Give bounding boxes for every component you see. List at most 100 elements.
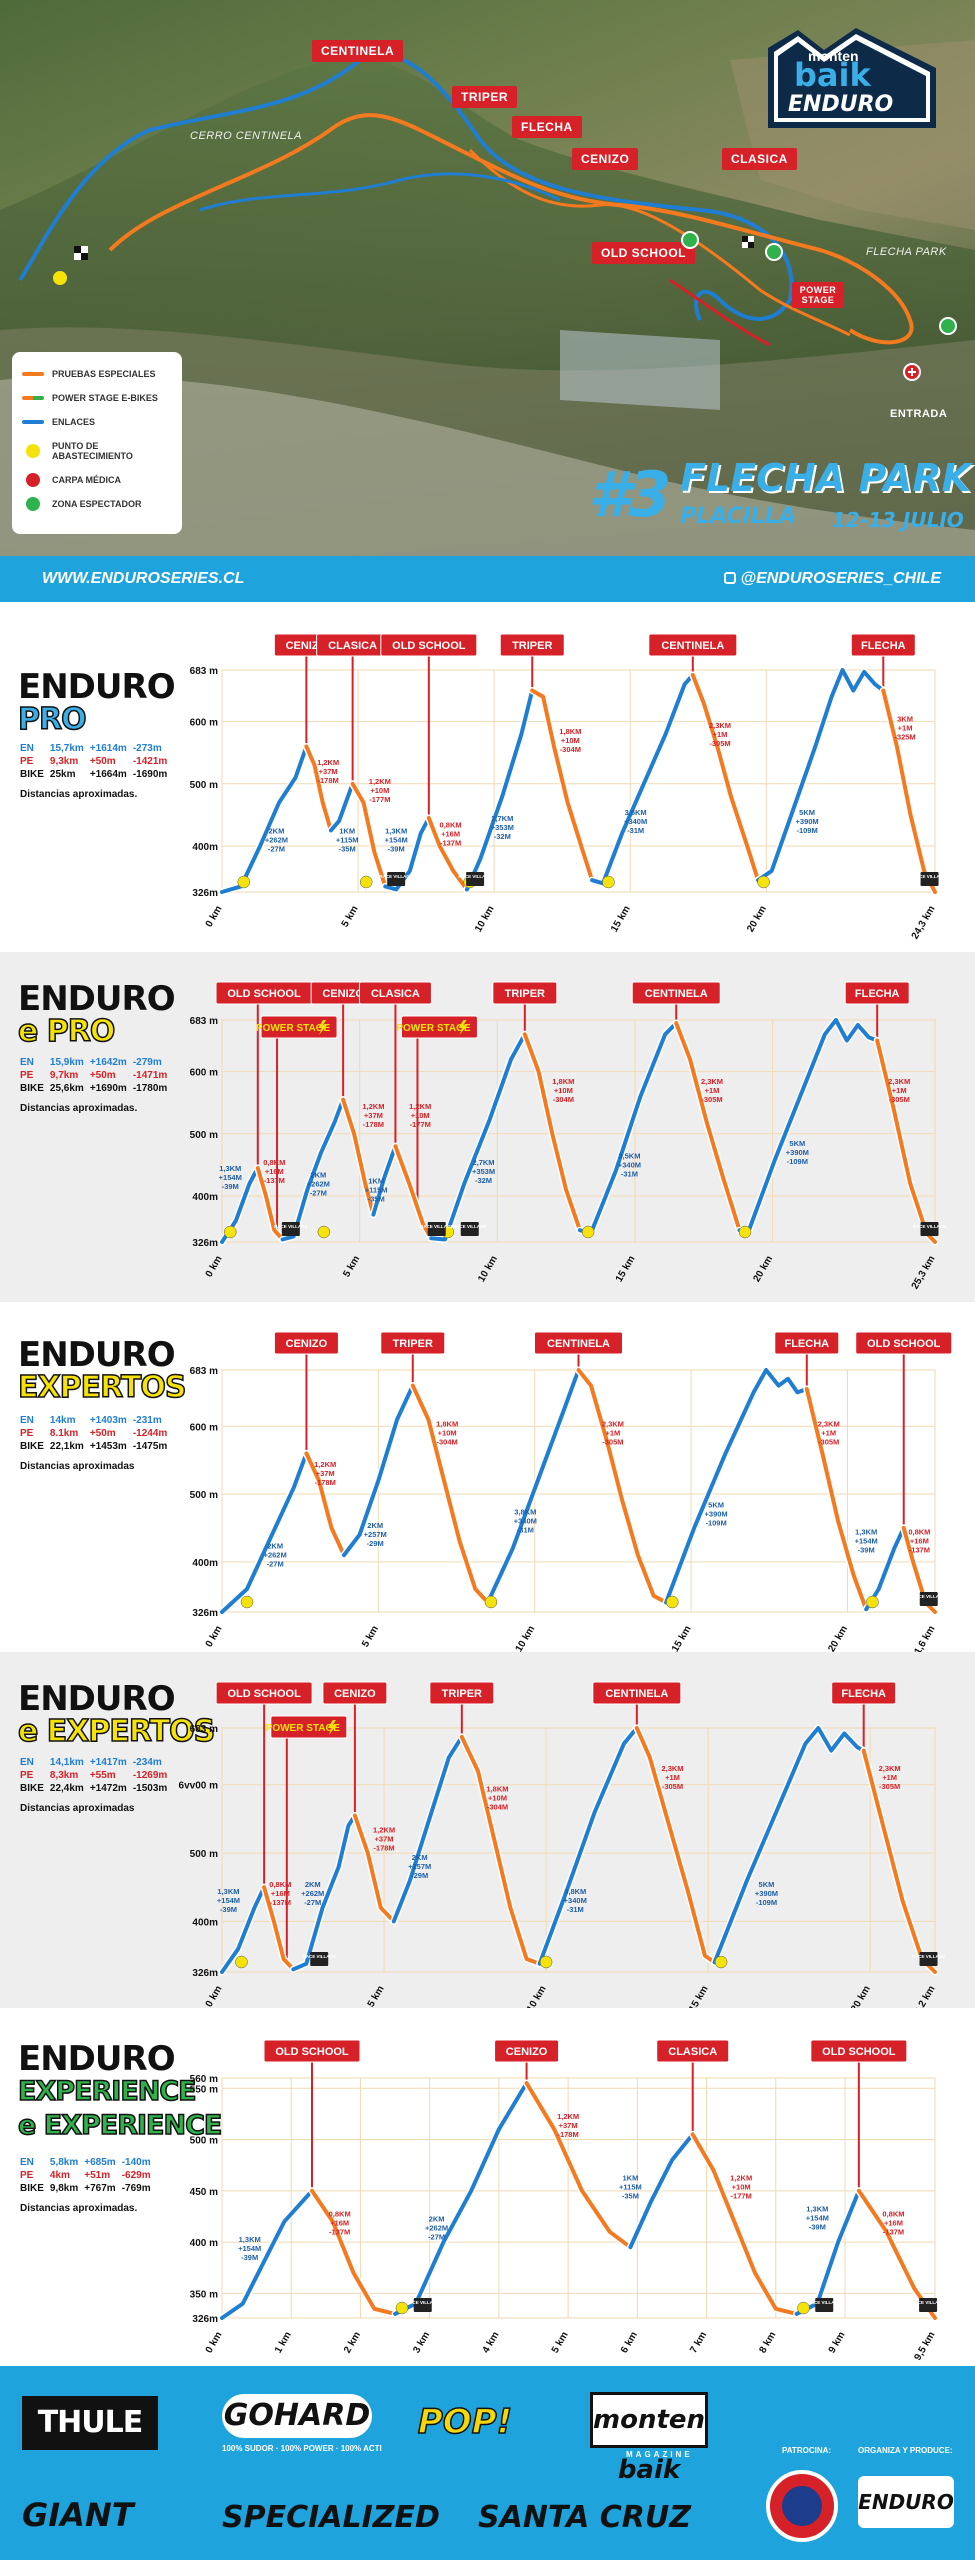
segment-stat-line: -178M: [373, 1844, 394, 1853]
segment-stat-line: +257M: [364, 1530, 387, 1539]
x-tick-label: 15 km: [609, 904, 633, 934]
segment-stat-line: +1M: [821, 1428, 836, 1437]
sponsor-thule[interactable]: THULE: [22, 2396, 158, 2450]
segment-stats-label: 5KM+390M-109M: [755, 1880, 778, 1907]
stage-label: OLD SCHOOL: [811, 2040, 907, 2062]
water-point-icon: [540, 1956, 552, 1968]
segment-stat-line: +1M: [713, 730, 728, 739]
sponsor-monten-baik[interactable]: monten baik: [590, 2392, 708, 2448]
segment-stat-line: +390M: [705, 1510, 728, 1519]
instagram-label: @ENDUROSERIES_CHILE: [740, 570, 941, 587]
segment-stats-label: 2,3KM+1M-305M: [701, 1077, 723, 1104]
segment-stat-line: -178M: [318, 776, 339, 785]
sponsor-giant[interactable]: GIANT: [22, 2496, 134, 2534]
segment-stat-line: +37M: [364, 1111, 383, 1120]
segment-stat-line: -177M: [731, 2192, 752, 2201]
race-village-label: RACE VILLAGE: [911, 2300, 945, 2305]
segment-stat-line: +16M: [271, 1889, 290, 1898]
segment-stats-label: 2,3KM+1M-305M: [879, 1764, 901, 1791]
organiza-label: ORGANIZA Y PRODUCE:: [858, 2446, 953, 2455]
segment-stat-line: -27M: [304, 1898, 321, 1907]
segment-stat-line: -109M: [756, 1898, 777, 1907]
segment-stat-line: 2,7KM: [491, 814, 513, 823]
instagram-handle[interactable]: @ENDUROSERIES_CHILE: [724, 570, 941, 588]
profile-outline: [462, 1737, 540, 1964]
y-tick-label: 400m: [192, 1192, 218, 1203]
segment-stat-line: 2,3KM: [661, 1764, 683, 1773]
segment-stats-label: 2KM+257M-29M: [364, 1521, 387, 1548]
segment-stats-label: 5KM+390M-109M: [786, 1139, 809, 1166]
segment-stat-line: 1,3KM: [239, 2235, 261, 2244]
water-point-icon: [666, 1596, 678, 1608]
special-stage-segment: [693, 675, 758, 880]
link-segment: [222, 1453, 306, 1612]
sponsor-specialized[interactable]: SPECIALIZED: [222, 2500, 440, 2535]
segment-stat-line: +340M: [514, 1516, 537, 1525]
segment-stat-line: +390M: [796, 817, 819, 826]
segment-stats-label: 2KM+262M-27M: [307, 1170, 330, 1197]
segment-stat-line: 0,8KM: [440, 820, 462, 829]
legend-label: PUNTO DE ABASTECIMIENTO: [52, 441, 142, 461]
organizer-logo[interactable]: ENDURO: [858, 2476, 954, 2528]
elevation-chart-e-pro: 683 m600 m500 m400m326m0 km 5 km 10 km 15 k…: [0, 952, 975, 1302]
stage-label: CLASICA: [359, 982, 431, 1004]
stage-label-text: CENIZO: [334, 1688, 376, 1700]
legend-label: ZONA ESPECTADOR: [52, 499, 142, 509]
powerstage-label: POWER STAGE: [396, 1016, 477, 1038]
powerstage-label-text: POWER STAGE: [256, 1023, 331, 1034]
segment-stat-line: +390M: [755, 1889, 778, 1898]
segment-stat-line: -304M: [487, 1803, 508, 1812]
elevation-chart-e-expertos: 683 m6vv00 m500 m400m326m0 km 5 km 10 km 15…: [0, 1652, 975, 2008]
stage-label-text: TRIPER: [505, 988, 545, 1000]
race-village-tag: RACE VILLAGE: [453, 1222, 487, 1236]
segment-stats-label: 2KM+262M-27M: [425, 2215, 448, 2242]
race-village-label: RACE VILLAGE: [453, 1224, 487, 1229]
race-village-label: RACE VILLAGE: [912, 1954, 946, 1959]
segment-stat-line: 5KM: [789, 1139, 805, 1148]
segment-stat-line: -325M: [894, 733, 915, 742]
x-tick-label: 7 km: [688, 2330, 709, 2355]
segment-stat-line: +154M: [806, 2213, 829, 2222]
stage-label: TRIPER: [493, 982, 557, 1004]
federation-logo: [766, 2470, 838, 2542]
sponsor-santa-cruz[interactable]: SANTA CRUZ: [478, 2500, 691, 2535]
logo-mid-text: baik: [794, 56, 871, 94]
x-tick-label: 6 km: [619, 2330, 640, 2355]
segment-stats-label: 2KM+262M-27M: [301, 1880, 324, 1907]
stage-label-text: CENTINELA: [645, 988, 708, 1000]
x-tick-label: 10 km: [473, 904, 497, 934]
legend-label: PRUEBAS ESPECIALES: [52, 369, 156, 379]
segment-stat-line: 1,2KM: [317, 758, 339, 767]
powerstage-label: POWER STAGE: [266, 1716, 347, 1738]
link-segment: [222, 747, 306, 893]
segment-stat-line: -27M: [268, 845, 285, 854]
website-link[interactable]: WWW.ENDUROSERIES.CL: [42, 570, 244, 588]
segment-stats-label: 2,3KM+1M-305M: [661, 1764, 683, 1791]
segment-stat-line: 2KM: [269, 827, 285, 836]
segment-stat-line: +37M: [316, 1469, 335, 1478]
x-tick-label: 1 km: [273, 2330, 294, 2355]
segment-stat-line: 0,8KM: [908, 1528, 930, 1537]
stage-label: OLD SCHOOL: [381, 634, 477, 656]
legend-item: CARPA MÉDICA: [22, 468, 172, 492]
water-point-icon: [866, 1596, 878, 1608]
link-segment: [540, 1728, 637, 1964]
sponsor-pop[interactable]: POP!: [410, 2392, 520, 2452]
map-legend: PRUEBAS ESPECIALES POWER STAGE E-BIKES E…: [12, 352, 182, 534]
race-village-label: RACE VILLAGE: [406, 2300, 440, 2305]
segment-stats-label: 2,3KM+1M-305M: [888, 1077, 910, 1104]
link-segment: [715, 1728, 864, 1962]
segment-stat-line: 1,2KM: [557, 2112, 579, 2121]
stage-label: OLD SCHOOL: [216, 1682, 312, 1704]
segment-stats-label: 1,2KM+37M-178M: [373, 1826, 395, 1853]
race-village-tag: RACE VILLAGE: [912, 1592, 946, 1606]
segment-stat-line: 1,3KM: [217, 1887, 239, 1896]
segment-stat-line: 2KM: [367, 1521, 383, 1530]
segment-stat-line: +10M: [732, 2183, 751, 2192]
segment-stats-label: 1,8KM+10M-304M: [559, 727, 581, 754]
sponsor-gohard[interactable]: GOHARD: [222, 2394, 372, 2438]
segment-stat-line: -29M: [411, 1871, 428, 1880]
segment-stat-line: +37M: [319, 767, 338, 776]
link-segment: [394, 1737, 462, 1922]
baik-tagline: MAGAZINE: [626, 2450, 693, 2459]
